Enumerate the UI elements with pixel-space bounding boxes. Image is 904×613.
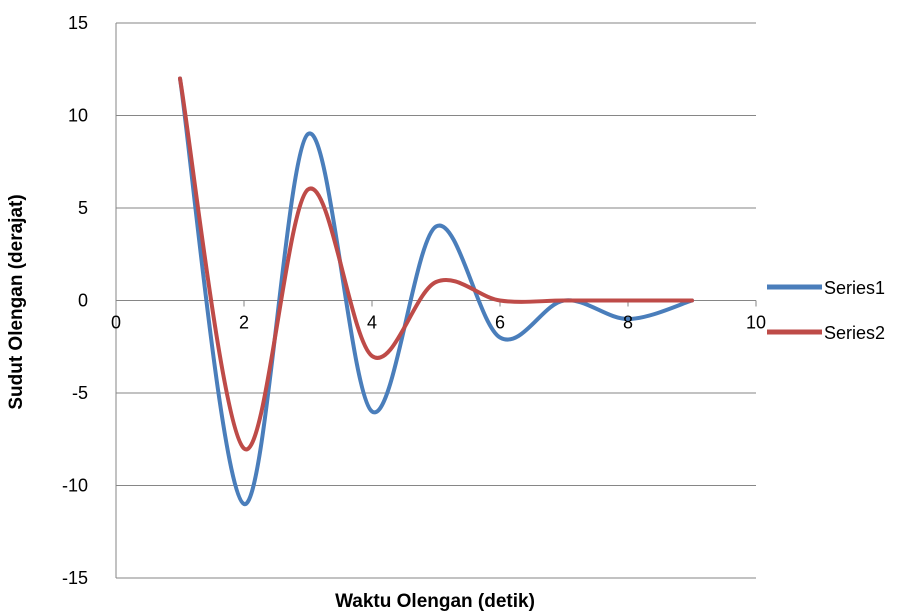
x-tick-label: 2: [239, 313, 249, 333]
x-tick-label: 0: [111, 313, 121, 333]
x-tick-label: 8: [623, 313, 633, 333]
series-line-series1: [178, 76, 694, 507]
y-tick-label: 10: [68, 106, 88, 126]
x-axis-title: Waktu Olengan (detik): [335, 591, 535, 612]
legend-label-series1: Series1: [824, 278, 885, 298]
y-tick-label: 5: [78, 198, 88, 218]
y-tick-label: -15: [62, 568, 88, 588]
y-tick-label: -5: [72, 383, 88, 403]
legend: Series1 Series2: [767, 278, 885, 343]
y-tick-label: 15: [68, 13, 88, 33]
series-lines: [178, 76, 694, 507]
x-tick-label: 10: [746, 313, 766, 333]
y-tick-label: 0: [78, 291, 88, 311]
x-tick-label: 4: [367, 313, 377, 333]
legend-label-series2: Series2: [824, 323, 885, 343]
y-axis-title: Sudut Olengan (derajat): [6, 194, 27, 409]
y-tick-label: -10: [62, 476, 88, 496]
x-tick-label: 6: [495, 313, 505, 333]
series-line-series2: [178, 76, 694, 452]
tick-labels: 15 10 5 0 -5 -10 -15 0 2 4 6 8 10: [62, 13, 766, 588]
